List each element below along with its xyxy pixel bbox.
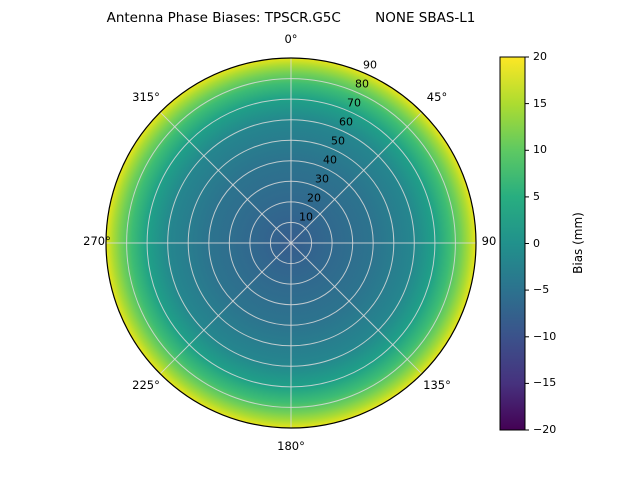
- colorbar-tick-10: 10: [533, 143, 547, 156]
- polar-axes-boundary: [105, 57, 477, 429]
- colorbar-axis-label: Bias (mm): [571, 212, 585, 274]
- r-label-10: 10: [299, 210, 313, 224]
- theta-label-135: 135°: [423, 378, 451, 392]
- polar-grid-spokes: [106, 58, 476, 428]
- colorbar-tick-5: 5: [533, 190, 540, 203]
- r-label-90: 90: [363, 58, 377, 72]
- r-label-70: 70: [347, 96, 361, 110]
- theta-label-225: 225°: [132, 378, 160, 392]
- colorbar-tick-n10: −10: [533, 330, 557, 343]
- polar-plot-canvas: [105, 57, 477, 429]
- theta-label-315: 315°: [132, 90, 160, 104]
- r-label-80: 80: [355, 77, 369, 91]
- colorbar-gradient: [499, 56, 526, 431]
- theta-label-0: 0°: [284, 32, 298, 46]
- chart-title: Antenna Phase Biases: TPSCR.G5C NONE SBA…: [106, 10, 476, 26]
- colorbar-tick-20: 20: [533, 50, 547, 63]
- colorbar-tick-15: 15: [533, 97, 547, 110]
- r-label-60: 60: [339, 115, 353, 129]
- colorbar-tick-n20: −20: [533, 423, 557, 436]
- colorbar-tick-marks: [525, 56, 529, 431]
- r-label-20: 20: [307, 191, 321, 205]
- colorbar-tick-n5: −5: [533, 283, 550, 296]
- r-label-30: 30: [315, 172, 329, 186]
- theta-label-90: 90: [481, 234, 497, 248]
- colorbar-tick-0: 0: [533, 237, 540, 250]
- colorbar: [499, 56, 529, 431]
- colorbar-tick-n15: −15: [533, 376, 557, 389]
- theta-label-180: 180°: [277, 439, 305, 453]
- r-label-40: 40: [323, 153, 337, 167]
- theta-label-270: 270°: [83, 234, 111, 248]
- theta-label-45: 45°: [426, 90, 448, 104]
- r-label-50: 50: [331, 134, 345, 148]
